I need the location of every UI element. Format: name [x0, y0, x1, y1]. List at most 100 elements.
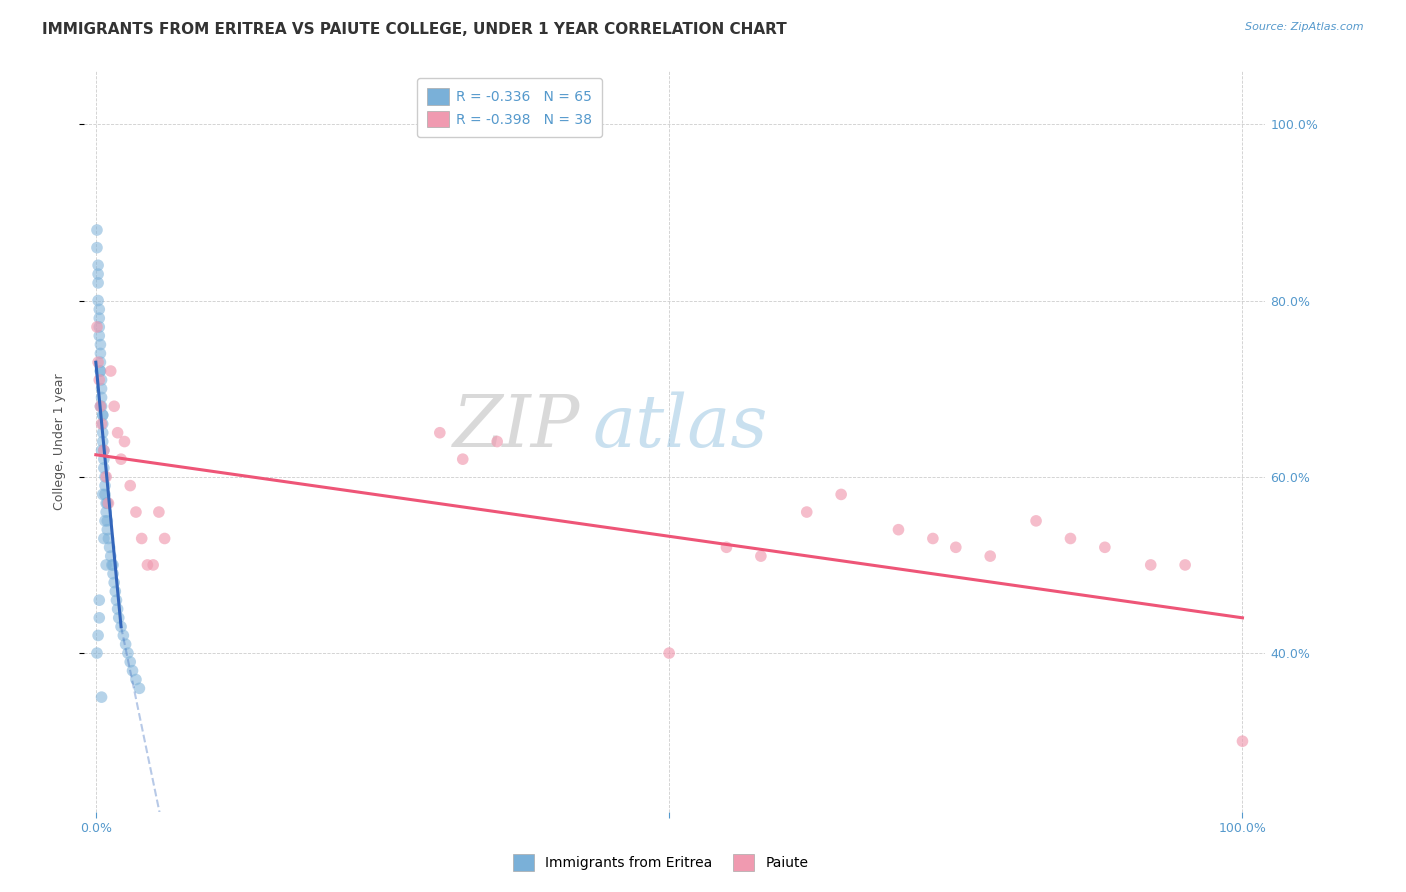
- Point: [89, 311, 111, 326]
- Point: [658, 646, 681, 660]
- Point: [128, 681, 150, 696]
- Point: [114, 637, 136, 651]
- Point: [89, 593, 111, 607]
- Point: [89, 337, 111, 351]
- Point: [86, 241, 108, 255]
- Point: [86, 320, 108, 334]
- Point: [87, 628, 110, 642]
- Point: [1094, 541, 1116, 555]
- Point: [90, 373, 112, 387]
- Point: [97, 532, 120, 546]
- Point: [136, 558, 159, 572]
- Point: [142, 558, 165, 572]
- Point: [110, 452, 132, 467]
- Point: [94, 505, 117, 519]
- Point: [93, 452, 115, 467]
- Point: [945, 541, 967, 555]
- Point: [921, 532, 943, 546]
- Point: [716, 541, 738, 555]
- Point: [125, 505, 148, 519]
- Point: [89, 364, 111, 378]
- Point: [87, 355, 110, 369]
- Point: [89, 373, 111, 387]
- Point: [91, 434, 114, 449]
- Point: [89, 355, 111, 369]
- Point: [93, 461, 115, 475]
- Point: [89, 328, 111, 343]
- Point: [486, 434, 509, 449]
- Point: [94, 514, 117, 528]
- Point: [90, 399, 112, 413]
- Point: [103, 399, 125, 413]
- Point: [94, 496, 117, 510]
- Point: [429, 425, 451, 440]
- Point: [749, 549, 772, 563]
- Point: [87, 293, 110, 308]
- Text: Source: ZipAtlas.com: Source: ZipAtlas.com: [1246, 22, 1364, 32]
- Point: [89, 399, 111, 413]
- Point: [1174, 558, 1197, 572]
- Point: [120, 655, 142, 669]
- Point: [104, 584, 127, 599]
- Point: [125, 673, 148, 687]
- Legend: Immigrants from Eritrea, Paiute: Immigrants from Eritrea, Paiute: [508, 848, 814, 876]
- Legend: R = -0.336   N = 65, R = -0.398   N = 38: R = -0.336 N = 65, R = -0.398 N = 38: [418, 78, 602, 137]
- Point: [91, 417, 114, 431]
- Point: [91, 425, 114, 440]
- Point: [1059, 532, 1081, 546]
- Point: [107, 425, 129, 440]
- Point: [100, 364, 122, 378]
- Point: [101, 566, 124, 581]
- Point: [107, 602, 129, 616]
- Point: [89, 399, 111, 413]
- Point: [90, 417, 112, 431]
- Text: atlas: atlas: [592, 392, 768, 462]
- Point: [1025, 514, 1047, 528]
- Point: [89, 320, 111, 334]
- Text: IMMIGRANTS FROM ERITREA VS PAIUTE COLLEGE, UNDER 1 YEAR CORRELATION CHART: IMMIGRANTS FROM ERITREA VS PAIUTE COLLEG…: [42, 22, 787, 37]
- Point: [86, 223, 108, 237]
- Point: [98, 541, 121, 555]
- Point: [96, 514, 118, 528]
- Point: [91, 408, 114, 422]
- Point: [87, 267, 110, 281]
- Point: [110, 619, 132, 633]
- Point: [120, 478, 142, 492]
- Point: [90, 382, 112, 396]
- Point: [153, 532, 176, 546]
- Point: [96, 523, 118, 537]
- Point: [101, 558, 124, 572]
- Point: [90, 443, 112, 458]
- Point: [114, 434, 136, 449]
- Point: [87, 258, 110, 272]
- Point: [89, 302, 111, 317]
- Point: [112, 628, 135, 642]
- Point: [91, 408, 114, 422]
- Point: [96, 496, 118, 510]
- Point: [105, 593, 128, 607]
- Point: [90, 690, 112, 705]
- Point: [979, 549, 1001, 563]
- Point: [94, 470, 117, 484]
- Point: [94, 487, 117, 501]
- Point: [89, 364, 111, 378]
- Point: [89, 611, 111, 625]
- Point: [796, 505, 818, 519]
- Text: ZIP: ZIP: [453, 392, 581, 462]
- Point: [93, 532, 115, 546]
- Point: [117, 646, 139, 660]
- Point: [87, 276, 110, 290]
- Point: [97, 496, 120, 510]
- Point: [1232, 734, 1254, 748]
- Point: [451, 452, 474, 467]
- Point: [121, 664, 143, 678]
- Point: [93, 443, 115, 458]
- Point: [100, 549, 122, 563]
- Point: [91, 487, 114, 501]
- Point: [1139, 558, 1161, 572]
- Point: [101, 558, 124, 572]
- Point: [86, 646, 108, 660]
- Point: [107, 611, 129, 625]
- Point: [131, 532, 153, 546]
- Point: [830, 487, 852, 501]
